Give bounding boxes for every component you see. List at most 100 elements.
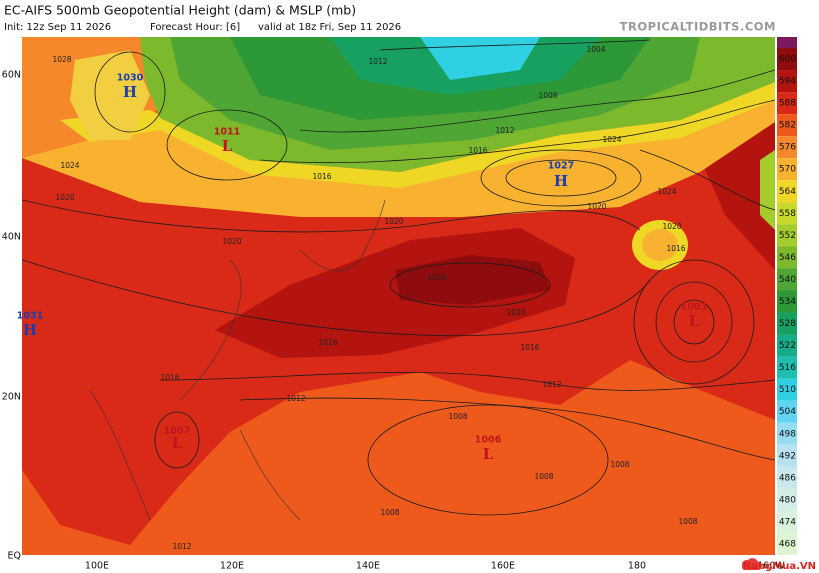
colorbar-box (777, 180, 797, 203)
center-letter: H (123, 83, 137, 101)
isobar-label: 1024 (602, 135, 621, 144)
isobar-label: 1008 (380, 508, 399, 517)
isobar-label: 1020 (55, 193, 74, 202)
isobar-label: 1008 (448, 412, 467, 421)
isobar-label: 1020 (506, 308, 525, 317)
colorbar-label: 552 (779, 231, 796, 241)
isobar-label: 1020 (427, 273, 446, 282)
center-value: 1006 (475, 435, 502, 446)
center-letter: H (23, 321, 37, 339)
center-value: 1027 (548, 161, 574, 172)
init-time: Init: 12z Sep 11 2026 (4, 22, 111, 33)
colorbar-box (777, 488, 797, 511)
center-letter: L (483, 445, 494, 463)
colorbar-label: 594 (779, 77, 796, 87)
colorbar-box (777, 70, 797, 93)
isobar-label: 1012 (542, 380, 561, 389)
colorbar-label: 564 (779, 187, 796, 197)
isobar-label: 1024 (657, 187, 676, 196)
isobar-label: 1024 (60, 161, 79, 170)
colorbar-label: 504 (779, 407, 796, 417)
lon-label: 160E (491, 561, 515, 572)
isobar-label: 1028 (52, 55, 71, 64)
isobar-labels: 1028 1024 1020 1012 1004 1008 1012 1016 … (52, 45, 697, 551)
isobar-label: 1016 (312, 172, 331, 181)
isobar-label: 1008 (610, 460, 629, 469)
colorbar-label: 588 (779, 99, 796, 109)
lon-label: 140E (356, 561, 380, 572)
center-letter: L (172, 434, 183, 452)
colorbar-label: 492 (779, 451, 796, 461)
isobar-label: 1016 (666, 244, 685, 253)
colorbar-box (777, 378, 797, 401)
isobar-label: 1004 (586, 45, 605, 54)
colorbar-label: 516 (779, 363, 796, 373)
colorbar-label: 600 (779, 55, 796, 65)
colorbar-box (777, 290, 797, 313)
lon-label: 100E (85, 561, 109, 572)
isobar-label: 1008 (538, 91, 557, 100)
colorbar: 600 594 588 582 576 570 564 558 552 546 540 534 528 5… (777, 37, 797, 555)
isobar-label: 1008 (678, 517, 697, 526)
colorbar-box (777, 136, 797, 159)
center-letter: L (689, 312, 700, 330)
map-title: EC-AIFS 500mb Geopotential Height (dam) … (4, 3, 356, 18)
colorbar-box (777, 356, 797, 379)
colorbar-box (777, 312, 797, 335)
colorbar-label: 546 (779, 253, 796, 263)
isobar-label: 1012 (286, 394, 305, 403)
isobar-label: 1020 (384, 217, 403, 226)
isobar-label: 1020 (662, 222, 681, 231)
colorbar-label: 558 (779, 209, 796, 219)
colorbar-label: 582 (779, 121, 796, 131)
site-label: TROPICALTIDBITS.COM (620, 20, 776, 34)
colorbar-box (777, 422, 797, 445)
isobar-label: 1012 (495, 126, 514, 135)
lat-label: 60N (2, 70, 21, 81)
colorbar-label: 474 (779, 517, 796, 527)
colorbar-box (777, 92, 797, 115)
contours (22, 39, 775, 521)
colorbar-box (777, 334, 797, 357)
colorbar-label: 468 (779, 539, 796, 549)
colorbar-box (777, 224, 797, 247)
colorbar-label: 510 (779, 385, 796, 395)
colorbar-box (777, 202, 797, 225)
colorbar-label: 486 (779, 473, 796, 483)
colorbar-box (777, 532, 797, 555)
colorbar-label: 480 (779, 495, 796, 505)
pressure-centers: 1030 H 1011 L 1027 H 1031 H 1007 L 1006 … (17, 73, 707, 464)
colorbar-label: 534 (779, 297, 796, 307)
lat-label: 40N (2, 232, 21, 243)
lat-label: EQ (8, 551, 21, 562)
lon-label: 120E (220, 561, 244, 572)
colorbar-label: 570 (779, 165, 796, 175)
center-value: 1030 (117, 73, 144, 84)
isobar-label: 1008 (534, 472, 553, 481)
height-field (22, 37, 775, 555)
watermark: NangMua.VN (743, 561, 816, 572)
colorbar-label: 522 (779, 341, 796, 351)
colorbar-box (777, 268, 797, 291)
colorbar-box (777, 158, 797, 181)
isobar-label: 1020 (587, 202, 606, 211)
colorbar-label: 528 (779, 319, 796, 329)
colorbar-box (777, 466, 797, 489)
isobar-label: 1012 (172, 542, 191, 551)
isobar-label: 1016 (160, 373, 179, 382)
isobar-label: 1020 (222, 237, 241, 246)
center-value: 1003 (681, 302, 707, 313)
watermark-icon (741, 558, 762, 570)
colorbar-box (777, 510, 797, 533)
isobar-label: 1012 (368, 57, 387, 66)
colorbar-label: 498 (779, 429, 796, 439)
isobar-label: 1016 (520, 343, 539, 352)
center-value: 1031 (17, 311, 43, 322)
valid-time: valid at 18z Fri, Sep 11 2026 (258, 22, 401, 33)
forecast-hour: Forecast Hour: [6] (150, 22, 240, 33)
colorbar-box (777, 444, 797, 467)
center-value: 1011 (214, 127, 240, 138)
colorbar-box (777, 400, 797, 423)
